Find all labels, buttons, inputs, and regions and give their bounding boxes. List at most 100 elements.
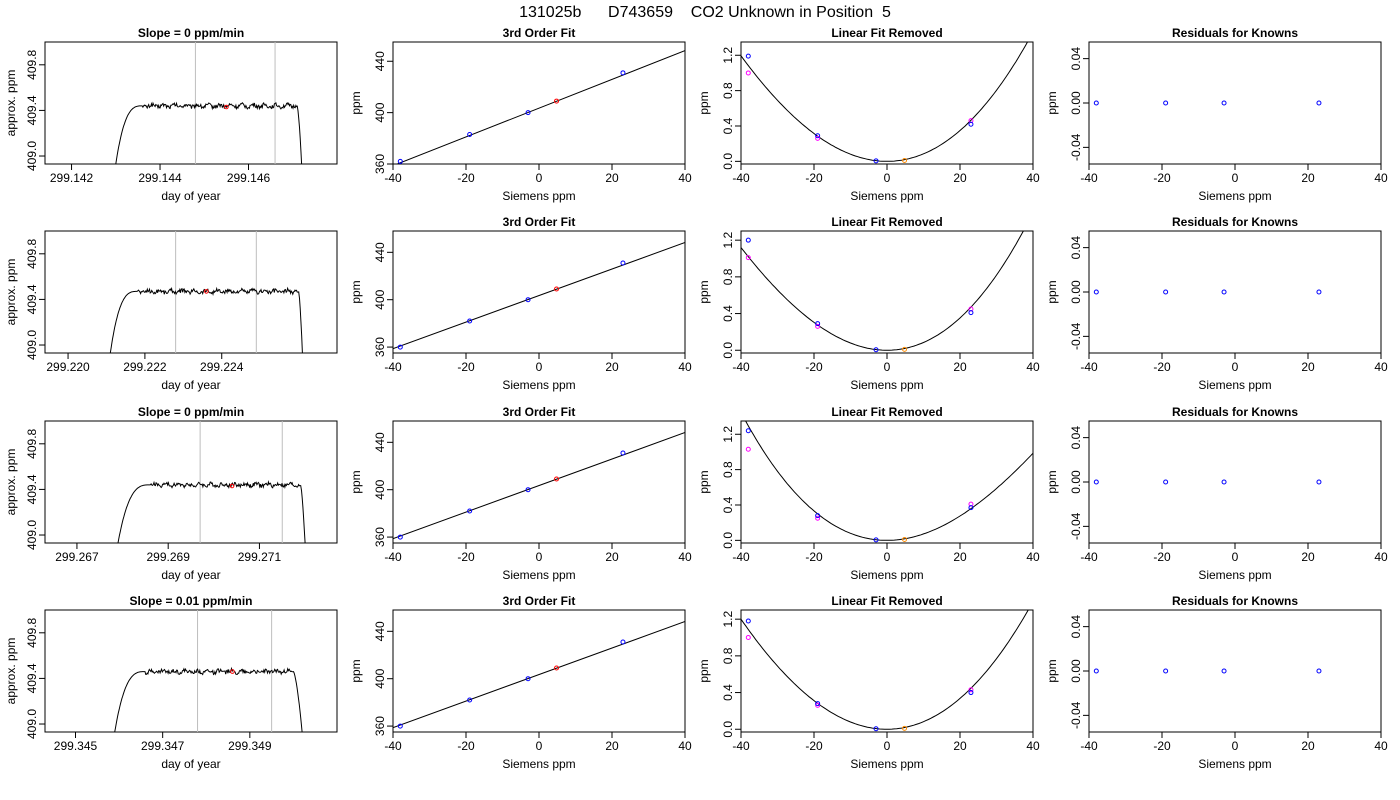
- x-tick-label: 0: [884, 360, 891, 374]
- panel-title: Linear Fit Removed: [831, 594, 942, 608]
- known-point: [968, 690, 974, 696]
- y-tick-label: -0.04: [1069, 701, 1083, 729]
- x-tick-label: 40: [1026, 550, 1040, 564]
- y-axis-label: ppm: [349, 91, 363, 114]
- panel-title: Residuals for Knowns: [1172, 26, 1298, 40]
- y-tick-label: 409.8: [25, 49, 39, 79]
- known-point: [1221, 479, 1227, 485]
- x-tick-label: 40: [1026, 171, 1040, 185]
- x-axis-label: Siemens ppm: [502, 189, 575, 203]
- panel-0-2: Linear Fit Removed -40 -20 0 20 40 0.0 0.4 0.8 1.…: [697, 26, 1040, 203]
- x-tick-label: 20: [1301, 360, 1315, 374]
- x-tick-label: 20: [605, 550, 619, 564]
- analyzer-trace: [115, 101, 303, 164]
- y-axis-label: approx. ppm: [4, 259, 18, 326]
- y-axis-label: ppm: [697, 659, 711, 682]
- y-axis-label: approx. ppm: [4, 638, 18, 705]
- known-point-alt: [815, 702, 821, 708]
- y-tick-label: 440: [373, 432, 387, 452]
- y-tick-label: 409.0: [25, 520, 39, 550]
- known-point-alt: [745, 70, 751, 76]
- known-point: [1093, 668, 1099, 674]
- x-tick-label: 0: [1232, 739, 1239, 753]
- panel-1-3: Residuals for Knowns -40 -20 0 20 40 -0.04 0.00…: [1045, 215, 1388, 392]
- y-tick-label: 400: [373, 102, 387, 122]
- y-tick-label: 0.8: [721, 647, 735, 664]
- y-axis-label: ppm: [1045, 470, 1059, 493]
- fit-line: [393, 432, 685, 540]
- known-point: [1163, 289, 1169, 295]
- y-tick-label: 0.04: [1069, 426, 1083, 450]
- known-point: [1093, 479, 1099, 485]
- sample-marker: [204, 289, 209, 294]
- panel-title: Residuals for Knowns: [1172, 215, 1298, 229]
- x-tick-label: 40: [678, 550, 692, 564]
- known-point: [1163, 479, 1169, 485]
- y-tick-label: 440: [373, 242, 387, 262]
- y-axis-label: approx. ppm: [4, 449, 18, 516]
- plot-area: [741, 610, 1029, 732]
- y-tick-label: 360: [373, 716, 387, 736]
- y-tick-label: 409.8: [25, 238, 39, 268]
- y-tick-label: 0.00: [1069, 659, 1083, 683]
- y-tick-label: 0.0: [721, 721, 735, 738]
- x-tick-label: 0: [1232, 171, 1239, 185]
- known-point: [1163, 100, 1169, 106]
- known-point: [815, 513, 821, 519]
- panel-3-3: Residuals for Knowns -40 -20 0 20 40 -0.04 0.00…: [1045, 594, 1388, 771]
- unknown-point: [554, 665, 560, 671]
- x-tick-label: 299.224: [200, 360, 244, 374]
- x-tick-label: -40: [1080, 550, 1098, 564]
- y-tick-label: 0.00: [1069, 470, 1083, 494]
- y-tick-label: 400: [373, 668, 387, 688]
- y-axis-label: ppm: [1045, 280, 1059, 303]
- known-point-alt: [745, 255, 751, 261]
- analyzer-trace: [114, 666, 303, 732]
- plot-area: [393, 432, 685, 540]
- known-point: [1093, 100, 1099, 106]
- x-tick-label: 299.222: [123, 360, 167, 374]
- panel-2-0: Slope = 0 ppm/min 299.267 299.269 299.271 40…: [4, 405, 338, 582]
- known-point: [1316, 668, 1322, 674]
- y-tick-label: 0.0: [721, 342, 735, 359]
- panel-title: 3rd Order Fit: [503, 26, 576, 40]
- y-tick-label: 409.8: [25, 617, 39, 647]
- known-point: [525, 487, 531, 493]
- known-point: [620, 639, 626, 645]
- x-tick-label: -40: [732, 360, 750, 374]
- x-tick-label: -20: [805, 739, 823, 753]
- panel-title: Slope = 0 ppm/min: [138, 405, 244, 419]
- known-point-alt: [968, 687, 974, 693]
- sample-marker: [230, 669, 235, 674]
- plot-area: [393, 621, 685, 729]
- plot-area: [117, 421, 306, 543]
- panel-0-0: Slope = 0 ppm/min 299.142 299.144 299.146 40…: [4, 26, 338, 203]
- y-tick-label: 409.4: [25, 663, 39, 693]
- known-point: [873, 537, 879, 543]
- known-point: [873, 158, 879, 164]
- y-axis-label: ppm: [349, 280, 363, 303]
- unknown-point: [554, 476, 560, 482]
- y-tick-label: 0.4: [721, 117, 735, 134]
- x-tick-label: 40: [1374, 360, 1388, 374]
- y-axis-label: ppm: [697, 91, 711, 114]
- x-axis-label: day of year: [161, 378, 220, 392]
- known-point: [1316, 100, 1322, 106]
- x-tick-label: 299.144: [138, 171, 182, 185]
- panel-title: Residuals for Knowns: [1172, 405, 1298, 419]
- analyzer-trace: [117, 480, 306, 543]
- known-point: [1221, 100, 1227, 106]
- y-tick-label: -0.04: [1069, 133, 1083, 161]
- x-tick-label: 299.220: [46, 360, 90, 374]
- known-point-alt: [815, 515, 821, 521]
- y-tick-label: 0.8: [721, 461, 735, 478]
- x-tick-label: 20: [953, 550, 967, 564]
- x-tick-label: -20: [457, 739, 475, 753]
- x-tick-label: -20: [1153, 550, 1171, 564]
- y-tick-label: 0.8: [721, 268, 735, 285]
- y-tick-label: 440: [373, 621, 387, 641]
- plot-frame: [44, 609, 338, 733]
- known-point: [873, 726, 879, 732]
- x-tick-label: 0: [536, 360, 543, 374]
